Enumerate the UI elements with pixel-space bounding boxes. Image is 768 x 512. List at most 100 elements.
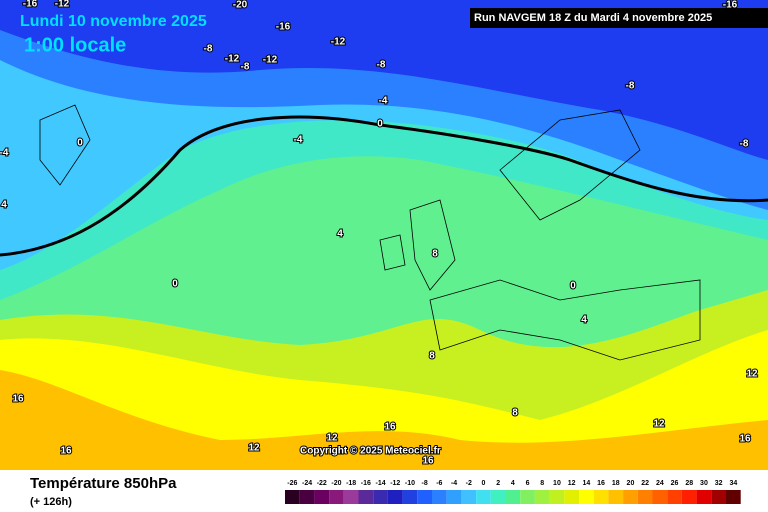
- legend-swatch: [432, 490, 447, 504]
- contour-label: 16: [384, 422, 396, 433]
- legend-swatch: [505, 490, 521, 504]
- legend-label: 30: [700, 480, 708, 487]
- legend-label: -4: [451, 480, 457, 487]
- contour-label: 12: [248, 443, 260, 454]
- contour-label: -12: [55, 0, 70, 10]
- contour-label: 0: [377, 119, 383, 130]
- legend-label: -24: [302, 480, 312, 487]
- contour-label: -8: [377, 60, 386, 71]
- legend-label: 32: [715, 480, 723, 487]
- legend-label: 10: [553, 480, 561, 487]
- run-banner: [470, 8, 768, 28]
- contour-label: 16: [60, 446, 72, 457]
- contour-label: 8: [432, 249, 438, 260]
- contour-label: 0: [172, 279, 178, 290]
- legend-label: -20: [331, 480, 341, 487]
- footer-lead: (+ 126h): [30, 496, 72, 508]
- coastlines: [39, 104, 701, 361]
- footer-title: Température 850hPa: [30, 475, 177, 492]
- legend-label: 12: [568, 480, 576, 487]
- legend-swatch: [343, 490, 359, 504]
- legend-label: -14: [375, 480, 385, 487]
- contour-label: -12: [331, 37, 346, 48]
- legend-label: 24: [656, 480, 664, 487]
- contour-label: 0: [77, 138, 83, 149]
- legend-label: 22: [641, 480, 649, 487]
- contour-label: -4: [379, 96, 388, 107]
- legend-swatch: [608, 490, 624, 504]
- legend-label: 4: [511, 480, 515, 487]
- legend-label: -16: [361, 480, 371, 487]
- contour-label: 0: [570, 281, 576, 292]
- legend-swatch: [534, 490, 550, 504]
- legend-label: 2: [496, 480, 500, 487]
- zero-isotherm: [0, 115, 768, 257]
- legend-label: 28: [685, 480, 693, 487]
- legend-swatch: [520, 490, 535, 504]
- legend-swatch: [579, 490, 594, 504]
- legend-label: -6: [436, 480, 442, 487]
- legend-label: 0: [481, 480, 485, 487]
- legend-swatch: [476, 490, 491, 504]
- legend-label: -2: [466, 480, 472, 487]
- contour-label: 4: [581, 315, 587, 326]
- legend-label: 8: [540, 480, 544, 487]
- legend-swatch: [314, 490, 330, 504]
- legend-swatch: [461, 490, 477, 504]
- contour-label: -8: [241, 62, 250, 73]
- legend-label: 34: [729, 480, 737, 487]
- legend-label: -22: [317, 480, 327, 487]
- legend-swatch: [667, 490, 682, 504]
- contour-label: 8: [429, 351, 435, 362]
- legend-swatch: [373, 490, 388, 504]
- legend-label: 20: [627, 480, 635, 487]
- contour-label: -16: [723, 0, 738, 11]
- run-info: Run NAVGEM 18 Z du Mardi 4 novembre 2025: [474, 12, 712, 24]
- contour-label: -16: [23, 0, 38, 10]
- contour-label: 12: [326, 433, 338, 444]
- legend-swatch: [726, 490, 741, 504]
- contour-label: -8: [740, 139, 749, 150]
- legend-label: 18: [612, 480, 620, 487]
- legend-label: -10: [405, 480, 415, 487]
- contour-label: -12: [263, 55, 278, 66]
- copyright: Copyright © 2025 Meteociel.fr: [300, 446, 441, 457]
- legend-swatch: [623, 490, 638, 504]
- contour-label: 12: [746, 369, 758, 380]
- contour-label: 12: [653, 419, 665, 430]
- legend-swatch: [299, 490, 315, 504]
- legend-swatch: [549, 490, 565, 504]
- legend-swatch: [696, 490, 712, 504]
- contour-label: 4: [337, 229, 343, 240]
- legend-swatch: [681, 490, 697, 504]
- contour-label: -16: [276, 22, 291, 33]
- contour-label: 16: [12, 394, 24, 405]
- legend-label: -12: [390, 480, 400, 487]
- contour-label: 16: [422, 456, 434, 467]
- legend-swatch: [446, 490, 462, 504]
- zone-hotter: [0, 370, 768, 470]
- legend-label: 14: [582, 480, 590, 487]
- legend-label: -8: [422, 480, 428, 487]
- contour-label: 8: [512, 408, 518, 419]
- legend-swatch: [358, 490, 374, 504]
- legend-label: 6: [526, 480, 530, 487]
- legend-swatch: [402, 490, 418, 504]
- legend-label: 16: [597, 480, 605, 487]
- map-date: Lundi 10 novembre 2025: [20, 13, 207, 30]
- legend-label: 26: [671, 480, 679, 487]
- legend-label: -26: [287, 480, 297, 487]
- map-time: 1:00 locale: [24, 34, 126, 56]
- contour-label: -4: [294, 135, 303, 146]
- contour-label: -8: [626, 81, 635, 92]
- legend-label: -18: [346, 480, 356, 487]
- contour-label: -20: [233, 0, 248, 11]
- legend-swatch: [490, 490, 506, 504]
- legend-swatch: [387, 490, 403, 504]
- legend-swatch: [711, 490, 726, 504]
- contour-label: 4: [1, 200, 7, 211]
- legend-swatch: [564, 490, 579, 504]
- contour-label: -8: [204, 44, 213, 55]
- contour-label: -12: [225, 54, 240, 65]
